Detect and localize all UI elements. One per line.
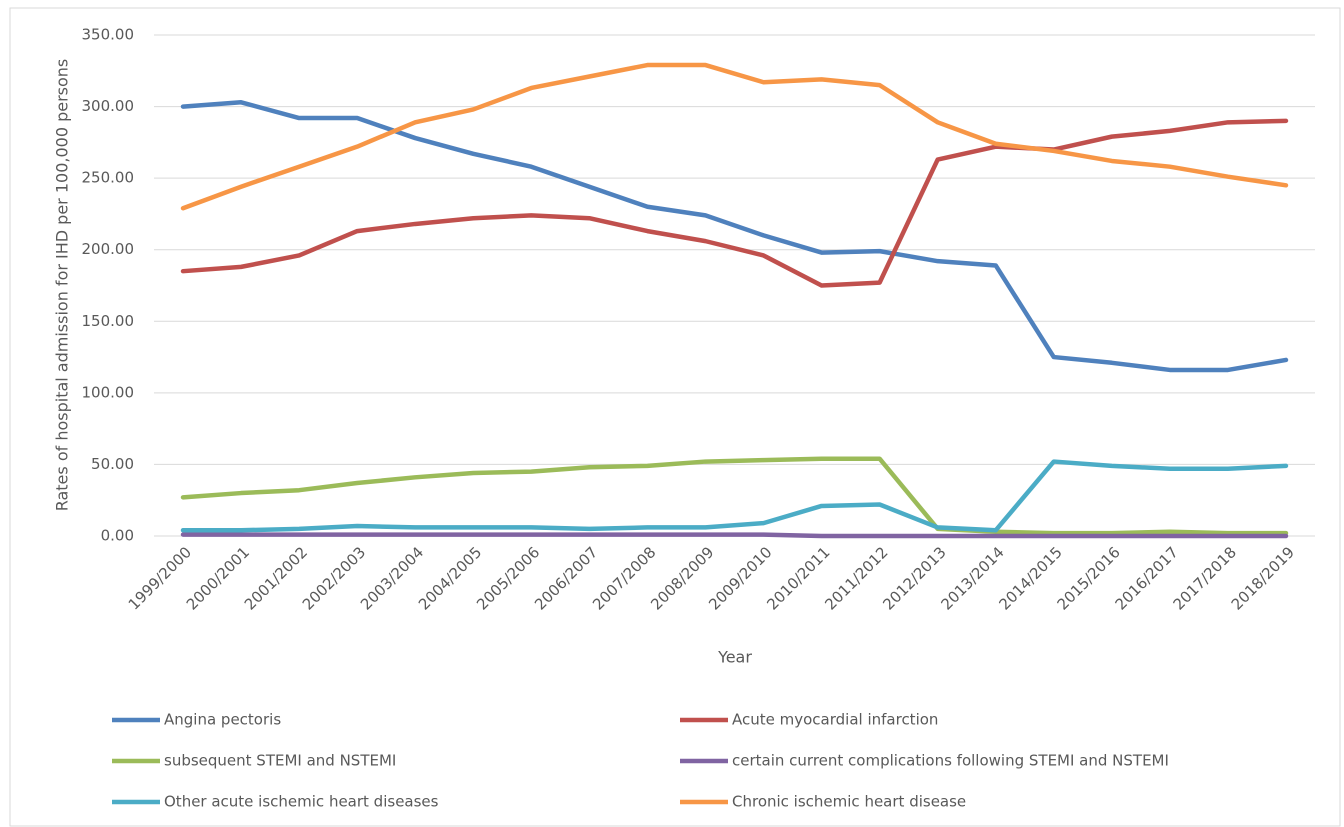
x-axis-title: Year: [717, 648, 752, 667]
legend-label: Other acute ischemic heart diseases: [164, 793, 439, 811]
y-tick-label: 150.00: [82, 312, 135, 330]
y-tick-label: 250.00: [82, 169, 135, 187]
y-tick-label: 350.00: [82, 26, 135, 44]
series-line: [180, 100, 1289, 373]
legend-label: certain current complications following …: [732, 752, 1169, 770]
chart-border: [9, 7, 1341, 827]
series-line: [180, 459, 1289, 533]
y-tick-label: 100.00: [82, 383, 135, 401]
legend-label: Acute myocardial infarction: [732, 711, 938, 729]
y-tick-label: 50.00: [91, 455, 134, 473]
series-line: [180, 532, 1289, 539]
y-tick-label: 200.00: [82, 240, 135, 258]
legend-label: Angina pectoris: [164, 711, 281, 729]
legend-label: Chronic ischemic heart disease: [732, 793, 966, 811]
series-line: [180, 456, 1289, 536]
legend-label: subsequent STEMI and NSTEMI: [164, 752, 396, 770]
y-axis-title: Rates of hospital admission for IHD per …: [53, 59, 72, 512]
y-tick-label: 0.00: [101, 527, 134, 545]
series-line: [180, 62, 1289, 211]
series-line: [180, 118, 1289, 288]
y-tick-label: 300.00: [82, 97, 135, 115]
